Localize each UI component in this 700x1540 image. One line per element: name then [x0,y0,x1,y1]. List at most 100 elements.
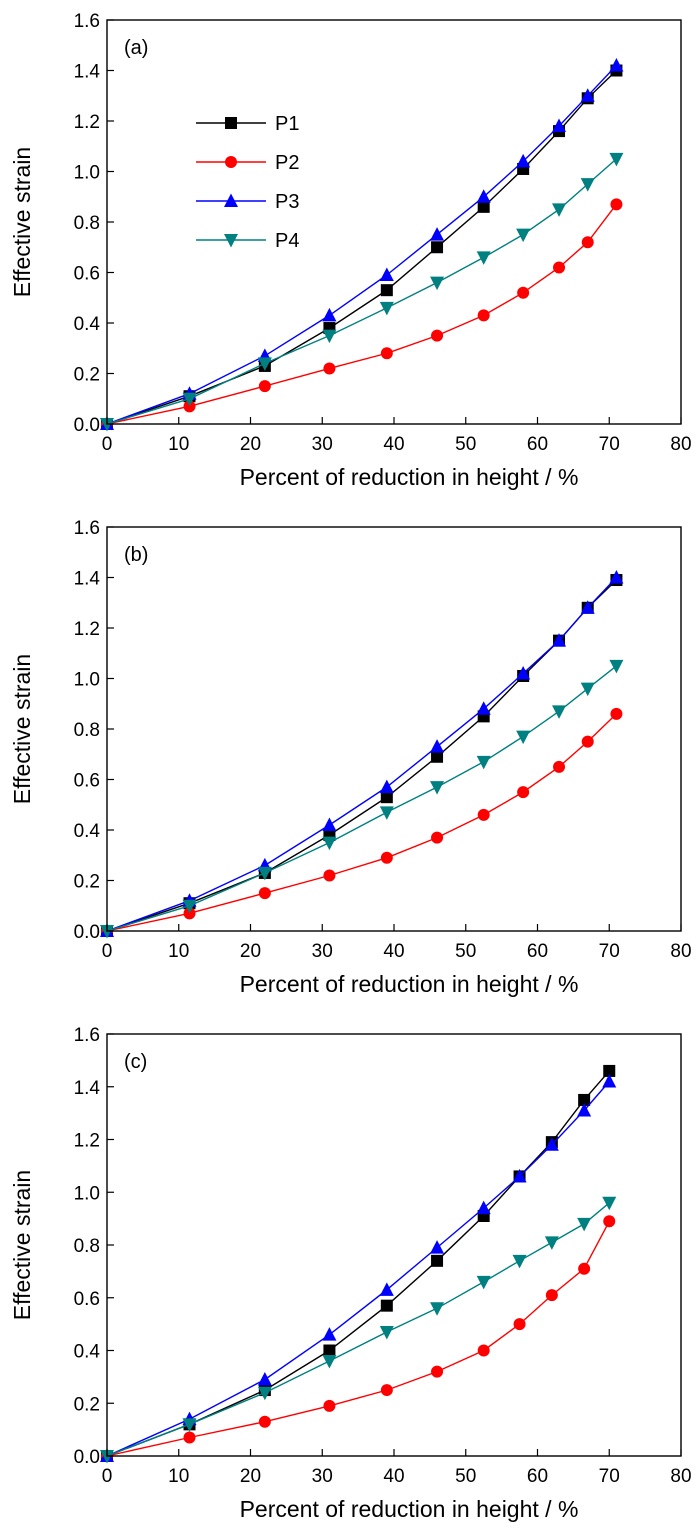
data-point-p4 [602,1196,617,1211]
y-axis-title: Effective strain [9,147,35,297]
data-point-p1 [431,1254,444,1267]
data-point-p3 [430,1240,445,1254]
data-point-p4 [379,1326,394,1340]
data-point-p4 [100,1450,114,1464]
y-tick-label: 1.4 [74,569,101,590]
data-point-p2 [545,1289,558,1302]
data-point-p3 [512,1168,527,1183]
y-tick-label: 0.8 [74,1236,100,1257]
series-p1 [101,1064,616,1462]
data-point-p4 [516,730,531,745]
data-point-p3 [430,227,445,241]
data-point-p2 [477,808,490,821]
chart-panel-3: 0 10 20 30 40 50 60 70 80 0.0 0.2 0.4 0.6 0.8 1.0 1.2 1.… [9,1025,692,1522]
data-point-p4 [430,1302,445,1316]
data-point-p2 [477,1344,490,1357]
data-point-p3 [609,57,624,72]
data-point-p3 [577,1102,592,1117]
panel-label: (c) [124,1051,147,1073]
x-tick-label: 0 [102,1466,113,1487]
series-line-p2 [106,203,617,425]
data-point-p4 [544,1236,559,1250]
data-point-p2 [553,760,566,773]
legend-marker-p4 [224,234,238,248]
data-point-p3 [322,1327,337,1341]
data-point-p3 [379,267,394,282]
data-point-p3 [516,153,531,168]
data-point-p1 [477,200,490,213]
series-p3 [100,57,624,430]
y-tick-label: 1.0 [74,1183,100,1204]
x-tick-label: 70 [599,941,620,962]
y-tick-label: 0.8 [74,720,100,741]
x-tick-label: 80 [670,434,691,455]
series-p2 [101,198,623,430]
data-point-p2 [513,1318,526,1331]
data-point-p4 [580,682,595,697]
data-point-p2 [477,309,490,322]
legend-marker-p2 [225,156,237,168]
legend-item-p3: P3 [196,191,299,213]
data-point-p4 [552,705,567,719]
legend-label: P4 [275,230,299,252]
series-line-p4 [106,1202,610,1457]
data-point-p4 [379,806,394,820]
x-axis-title: Percent of reduction in height / % [240,464,579,490]
data-point-p2 [183,907,196,920]
data-point-p3 [580,600,595,614]
y-tick-label: 0.6 [74,264,100,285]
data-point-p4 [182,899,197,914]
y-tick-label: 0.2 [74,872,100,893]
data-point-p1 [578,1093,591,1106]
y-tick-label: 1.2 [74,1131,100,1152]
legend-marker-p1 [225,117,237,129]
data-point-p3 [552,118,567,133]
data-point-p2 [380,851,393,864]
x-tick-label: 30 [312,1466,333,1487]
data-point-p4 [182,1418,197,1432]
x-tick-label: 50 [455,434,476,455]
y-axis-title: Effective strain [9,654,35,804]
data-point-p4 [379,301,394,316]
series-line-p1 [106,579,617,932]
x-tick-label: 80 [670,941,691,962]
series-line-p3 [106,577,617,932]
panel-label: (b) [124,544,148,566]
x-tick-label: 0 [102,434,113,455]
plot-frame [106,19,682,425]
data-point-p1 [603,1064,616,1077]
y-tick-label: 1.0 [74,670,100,691]
series-p3 [100,570,624,937]
y-tick-label: 0.0 [74,415,100,436]
legend-item-p4: P4 [196,230,299,252]
data-point-p4 [552,203,567,217]
data-point-p3 [609,570,624,584]
x-tick-label: 20 [240,941,261,962]
y-tick-label: 0.2 [74,365,100,386]
data-point-p1 [431,241,444,254]
data-point-p2 [581,236,594,249]
data-point-p4 [476,251,491,265]
y-tick-label: 1.6 [74,518,100,539]
data-point-p3 [322,817,337,831]
y-axis-title: Effective strain [9,1170,35,1320]
x-axis-title: Percent of reduction in height / % [240,1496,579,1522]
y-tick-label: 1.4 [74,1078,101,1099]
data-point-p2 [380,1384,393,1397]
data-point-p4 [257,866,272,881]
data-point-p4 [322,329,337,344]
data-point-p4 [516,228,531,243]
x-tick-label: 10 [168,1466,189,1487]
y-tick-label: 1.6 [74,1025,100,1046]
chart-panel-1: 0 10 20 30 40 50 60 70 80 0.0 0.2 0.4 0.6 0.8 1.0 1.2 1.… [9,11,692,490]
legend-item-p2: P2 [196,152,299,174]
data-point-p3 [552,633,567,647]
data-point-p3 [476,701,491,715]
data-point-p4 [430,781,445,795]
data-point-p2 [431,831,444,844]
data-point-p4 [476,755,491,770]
y-tick-label: 0.0 [74,922,100,943]
x-tick-label: 50 [455,1466,476,1487]
series-line-p3 [106,65,617,425]
